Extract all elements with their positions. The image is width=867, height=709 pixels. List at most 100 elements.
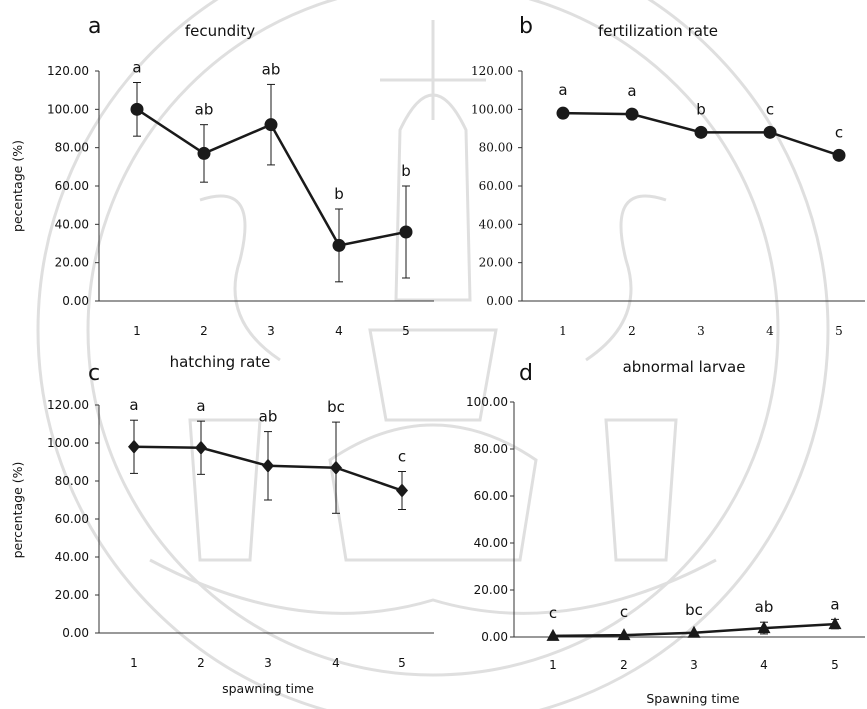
data-point (832, 148, 846, 162)
y-tick-label: 80.00 (479, 141, 513, 155)
data-point (264, 118, 278, 132)
x-tick-label: 4 (332, 656, 340, 670)
y-tick-label: 40.00 (479, 217, 513, 231)
panel-letter: a (88, 14, 101, 39)
panel-letter: d (519, 361, 533, 386)
y-tick-label: 100.00 (47, 436, 89, 450)
y-tick-label: 20.00 (474, 583, 508, 597)
x-tick-label: 1 (559, 324, 567, 338)
data-point (262, 458, 274, 473)
x-tick-label: 3 (697, 324, 705, 338)
university-seal-watermark (36, 0, 830, 709)
significance-label: c (835, 123, 843, 141)
significance-label: a (627, 82, 636, 100)
significance-label: bc (327, 398, 345, 416)
panel-letter: b (519, 14, 533, 39)
chart-title: hatching rate (170, 353, 271, 371)
y-tick-label: 0.00 (62, 294, 89, 308)
data-point (195, 440, 207, 455)
panel-d: d abnormal larvae100.0080.0060.0040.0020.… (466, 358, 865, 706)
y-tick-label: 40.00 (55, 217, 89, 231)
significance-label: b (401, 162, 411, 180)
significance-label: a (558, 81, 567, 99)
data-point (828, 617, 842, 630)
panel-a: a fecundity120.00100.0080.0060.0040.0020.… (10, 14, 434, 338)
data-point (399, 225, 413, 239)
y-tick-label: 80.00 (55, 141, 89, 155)
significance-label: ab (755, 598, 774, 616)
data-point (197, 146, 211, 160)
data-point (332, 238, 346, 252)
data-point (617, 628, 631, 641)
data-point (694, 125, 708, 139)
x-tick-label: 5 (831, 658, 839, 672)
data-point (556, 106, 570, 120)
y-tick-label: 0.00 (481, 630, 508, 644)
y-tick-label: 40.00 (55, 550, 89, 564)
x-tick-label: 2 (197, 656, 205, 670)
significance-label: c (398, 448, 406, 466)
y-tick-label: 100.00 (466, 395, 508, 409)
panel-letter: c (88, 361, 100, 386)
y-tick-label: 0.00 (62, 626, 89, 640)
y-tick-label: 60.00 (55, 179, 89, 193)
x-tick-label: 2 (200, 324, 208, 338)
x-tick-label: 5 (398, 656, 406, 670)
data-point (687, 625, 701, 638)
x-axis-label: Spawning time (646, 691, 740, 706)
data-point (396, 483, 408, 498)
x-tick-label: 1 (130, 656, 138, 670)
x-tick-label: 3 (690, 658, 698, 672)
y-tick-label: 100.00 (47, 102, 89, 116)
x-tick-label: 5 (402, 324, 410, 338)
y-tick-label: 60.00 (479, 179, 513, 193)
panel-c: c hatching rate120.00100.0080.0060.0040.0… (10, 353, 434, 696)
significance-label: a (132, 59, 141, 77)
data-point (130, 102, 144, 116)
y-tick-label: 100.00 (471, 102, 513, 116)
significance-label: ab (262, 60, 281, 78)
x-tick-label: 2 (620, 658, 628, 672)
y-axis-label: percentage (%) (10, 462, 25, 559)
significance-label: ab (259, 408, 278, 426)
significance-label: a (830, 595, 839, 613)
significance-label: a (129, 396, 138, 414)
significance-label: c (549, 604, 557, 622)
y-axis-label: pecentage (%) (10, 140, 25, 232)
data-point (128, 439, 140, 454)
significance-label: a (196, 397, 205, 415)
x-tick-label: 2 (628, 324, 636, 338)
significance-label: b (334, 185, 344, 203)
y-tick-label: 120.00 (47, 64, 89, 78)
x-tick-label: 5 (835, 324, 843, 338)
panel-b: b fertilization rate120.00100.0080.0060.0… (471, 14, 865, 338)
x-tick-label: 3 (264, 656, 272, 670)
y-tick-label: 0.00 (486, 294, 513, 308)
y-tick-label: 40.00 (474, 536, 508, 550)
data-point (763, 125, 777, 139)
y-tick-label: 60.00 (474, 489, 508, 503)
x-tick-label: 1 (133, 324, 141, 338)
y-tick-label: 20.00 (55, 256, 89, 270)
x-tick-label: 1 (549, 658, 557, 672)
y-tick-label: 120.00 (47, 398, 89, 412)
x-tick-label: 4 (766, 324, 774, 338)
y-tick-label: 80.00 (55, 474, 89, 488)
x-tick-label: 4 (335, 324, 343, 338)
chart-title: fertilization rate (598, 22, 718, 40)
significance-label: ab (195, 101, 214, 119)
significance-label: c (766, 100, 774, 118)
data-point (625, 107, 639, 121)
chart-title: abnormal larvae (623, 358, 746, 376)
significance-label: c (620, 603, 628, 621)
y-tick-label: 80.00 (474, 442, 508, 456)
y-tick-label: 20.00 (55, 588, 89, 602)
data-point (757, 621, 771, 634)
y-tick-label: 120.00 (471, 64, 513, 78)
x-axis-label: spawning time (222, 681, 314, 696)
x-tick-label: 3 (267, 324, 275, 338)
y-tick-label: 60.00 (55, 512, 89, 526)
y-tick-label: 20.00 (479, 256, 513, 270)
x-tick-label: 4 (760, 658, 768, 672)
